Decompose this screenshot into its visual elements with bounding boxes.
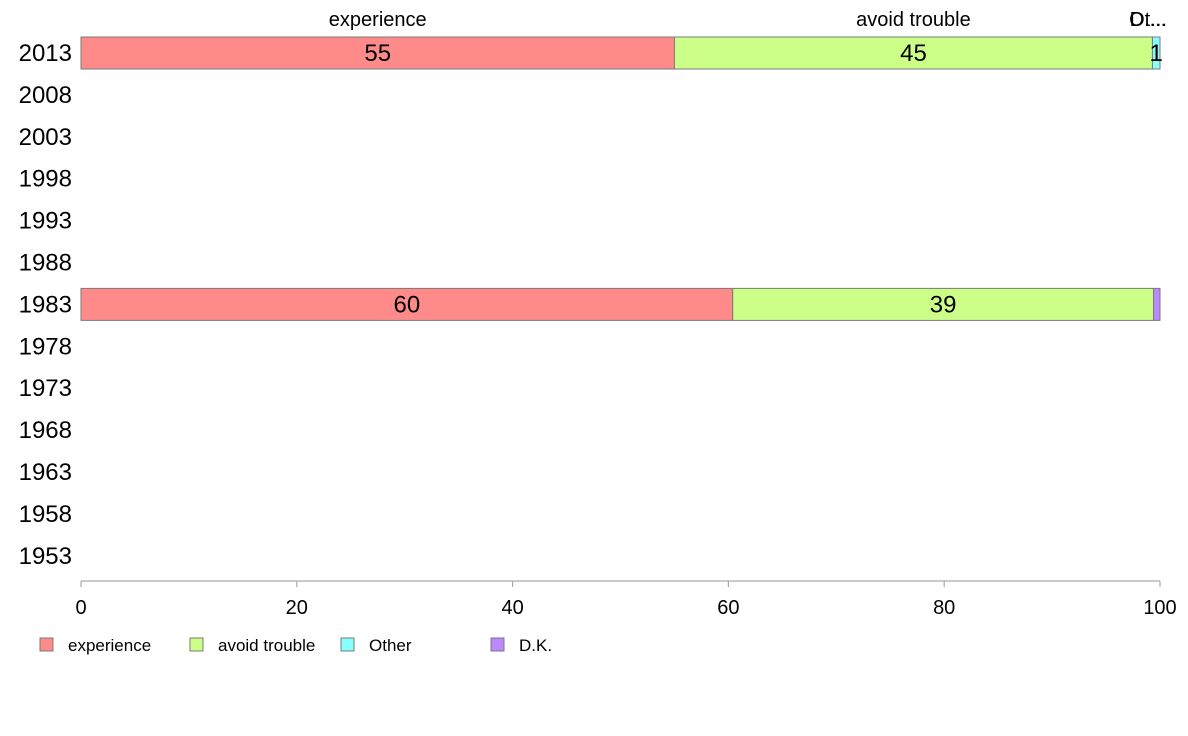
legend-swatch-experience	[39, 637, 54, 652]
bar-2013-other	[1151, 36, 1161, 70]
y-tick-label-1988: 1988	[19, 250, 72, 277]
top-series-label-dk: D....	[1130, 9, 1167, 31]
top-series-label-avoid-trouble: avoid trouble	[856, 9, 971, 31]
top-series-label-experience: experience	[329, 9, 427, 31]
y-tick-label-1958: 1958	[19, 501, 72, 528]
x-tick-label-40: 40	[501, 597, 523, 619]
y-tick-label-1973: 1973	[19, 375, 72, 402]
data-label-1983-experience: 60	[394, 291, 421, 318]
y-tick-label-1953: 1953	[19, 543, 72, 570]
x-tick-label-100: 100	[1143, 597, 1176, 619]
top-series-label-other: Ot...	[1129, 9, 1167, 31]
y-tick-label-1993: 1993	[19, 208, 72, 235]
y-tick-label-1968: 1968	[19, 417, 72, 444]
y-tick-label-2013: 2013	[19, 40, 72, 67]
legend-label-avoid-trouble: avoid trouble	[218, 636, 315, 655]
legend-label-experience: experience	[68, 636, 151, 655]
x-tick-label-60: 60	[717, 597, 739, 619]
bar-2013-experience	[80, 36, 675, 70]
legend-swatch-other	[340, 637, 355, 652]
data-label-1983-avoid-trouble: 39	[930, 291, 957, 318]
legend-label-dk: D.K.	[519, 636, 552, 655]
y-tick-label-2008: 2008	[19, 82, 72, 109]
y-tick-label-1983: 1983	[19, 291, 72, 318]
legend-label-other: Other	[369, 636, 412, 655]
data-label-2013-other: 1	[1150, 40, 1163, 67]
bar-1983-dk	[1153, 287, 1161, 321]
y-tick-label-1963: 1963	[19, 459, 72, 486]
y-tick-label-1978: 1978	[19, 333, 72, 360]
y-tick-label-2003: 2003	[19, 124, 72, 151]
data-label-2013-experience: 55	[364, 40, 391, 67]
legend-swatch-avoid-trouble	[189, 637, 204, 652]
data-label-2013-avoid-trouble: 45	[900, 40, 927, 67]
y-tick-label-1998: 1998	[19, 166, 72, 193]
x-tick-label-80: 80	[933, 597, 955, 619]
bar-2013-avoid-trouble	[673, 36, 1153, 70]
x-tick-label-20: 20	[286, 597, 308, 619]
x-tick-label-0: 0	[75, 597, 86, 619]
legend-swatch-dk	[490, 637, 505, 652]
